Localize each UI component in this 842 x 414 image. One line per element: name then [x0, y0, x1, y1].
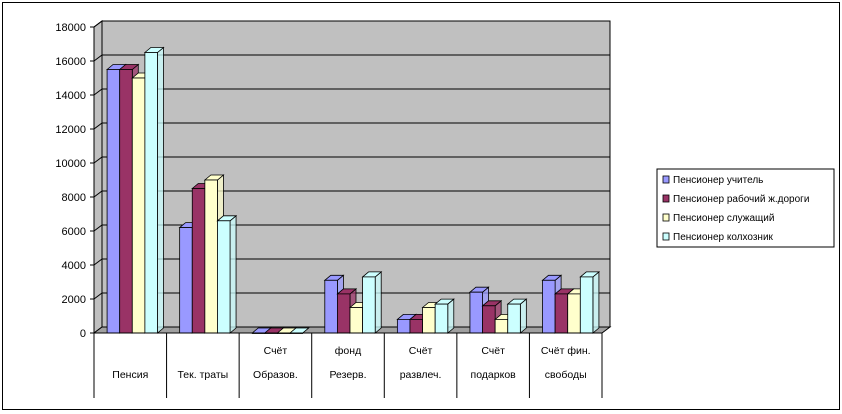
gridline: [93, 122, 610, 130]
y-tick-label: 12000: [55, 124, 86, 136]
bar-front: [131, 77, 146, 334]
category-label: Счёт: [264, 345, 288, 357]
bar-front: [482, 305, 496, 334]
bar-front: [324, 279, 338, 334]
gridlines: [90, 20, 610, 334]
category-label: свободы: [545, 369, 587, 381]
side-wall: [93, 20, 103, 334]
legend-swatch: [662, 213, 670, 222]
bar: [216, 214, 238, 334]
category-label: Тек. траты: [177, 369, 228, 381]
legend-swatch: [662, 232, 670, 241]
bar-side: [157, 46, 164, 334]
category-label: фонд: [335, 345, 361, 357]
y-tick-label: 18000: [55, 22, 86, 34]
bar-front: [507, 303, 521, 334]
bar-front: [567, 293, 581, 334]
y-tick-label: 4000: [62, 260, 86, 272]
bar-front: [434, 303, 449, 334]
bar: [143, 46, 165, 334]
bar-side: [592, 271, 600, 334]
category-label: развлеч.: [400, 369, 442, 381]
bar-front: [179, 227, 193, 334]
bar: [361, 271, 383, 334]
category-table: Пенсия Тек. траты Счёт Образов. фонд Резерв. С…: [93, 332, 603, 398]
y-tick-label: 14000: [55, 90, 86, 102]
y-tick-label: 2000: [62, 294, 86, 306]
gridline: [93, 224, 610, 232]
bar-front: [396, 318, 411, 334]
bar-front: [579, 276, 594, 334]
category-label: Счёт: [481, 345, 505, 357]
bar-front: [542, 279, 556, 334]
back-wall: [101, 20, 611, 328]
gridline: [93, 54, 610, 62]
y-tick-label: 0: [80, 328, 86, 340]
legend-label: Пенсионер рабочий ж.дороги: [673, 193, 809, 205]
gridline: [93, 258, 610, 266]
bar-side: [519, 298, 527, 334]
bar-front: [336, 293, 351, 334]
bar: [506, 298, 528, 334]
legend-label: Пенсионер колхозник: [673, 232, 774, 243]
bar-front: [362, 276, 376, 334]
legend-label: Пенсионер учитель: [673, 175, 763, 186]
bar-front: [409, 318, 423, 334]
y-tick-label: 16000: [55, 56, 86, 68]
bar-front: [554, 293, 569, 334]
bar-front: [204, 179, 218, 334]
gridline: [93, 88, 610, 96]
bar-front: [106, 69, 121, 334]
category-label: Счёт фин.: [541, 345, 591, 357]
bar: [434, 298, 455, 334]
legend-swatch: [662, 194, 670, 203]
y-axis-tick-labels: 0 2000 4000 6000 8000 10000 12000 14000 16000 180…: [55, 22, 86, 340]
chart-walls: [92, 20, 612, 334]
category-label: Образов.: [253, 369, 298, 381]
category-label: подарков: [471, 369, 517, 381]
legend-swatch: [662, 175, 670, 184]
bar-front: [422, 307, 436, 334]
bars: [105, 46, 601, 334]
gridline: [93, 292, 610, 300]
bar: [579, 271, 601, 334]
gridline: [93, 190, 610, 198]
category-label: Резерв.: [329, 369, 366, 381]
legend: Пенсионер учитель Пенсионер рабочий ж.дор…: [656, 168, 835, 248]
bar-front: [144, 52, 158, 334]
bar-front: [469, 291, 483, 334]
bar-side: [374, 271, 382, 334]
bar-front: [191, 188, 206, 334]
legend-box: [656, 168, 835, 248]
category-label: Пенсия: [112, 369, 148, 381]
bar-front: [119, 69, 133, 334]
bar-side: [447, 298, 455, 334]
bar-side: [229, 214, 237, 334]
bar-front: [217, 220, 231, 334]
bar-front: [349, 307, 364, 334]
y-tick-label: 8000: [62, 192, 86, 204]
gridline: [93, 156, 610, 164]
gridline: [93, 20, 610, 28]
bar-front: [494, 318, 509, 334]
y-tick-label: 6000: [62, 226, 86, 238]
y-tick-label: 10000: [55, 158, 86, 170]
legend-label: Пенсионер служащий: [673, 213, 774, 224]
category-label: Счёт: [409, 345, 433, 357]
